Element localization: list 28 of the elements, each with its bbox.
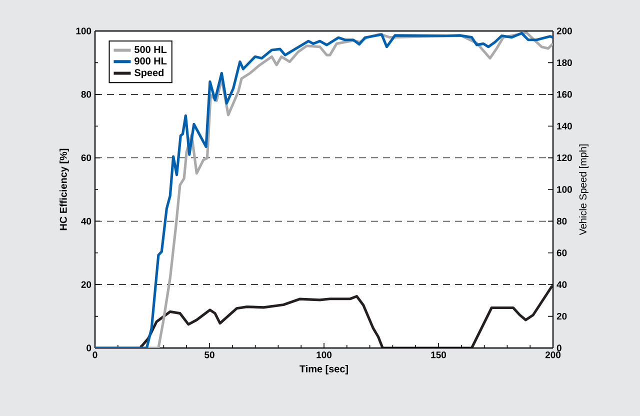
y-tick-label: 80 bbox=[81, 91, 92, 98]
y2-tick-label: 160 bbox=[557, 91, 572, 98]
x-tick-label: 200 bbox=[545, 352, 561, 358]
x-tick-label: 50 bbox=[204, 352, 214, 358]
legend-label: Speed bbox=[134, 68, 164, 78]
y2-tick-label: 0 bbox=[556, 344, 562, 352]
x-tick-label: 100 bbox=[316, 352, 332, 358]
x-tick-label: 0 bbox=[92, 352, 98, 358]
y2-tick-label: 180 bbox=[557, 59, 572, 66]
y2-axis-title: Vehicle Speed [mph] bbox=[579, 144, 588, 236]
legend-label: 900 HL bbox=[134, 57, 167, 64]
y-tick-label: 20 bbox=[81, 281, 92, 288]
y-tick-label: 0 bbox=[86, 344, 92, 352]
y2-tick-label: 100 bbox=[557, 186, 572, 193]
y2-tick-label: 80 bbox=[556, 218, 567, 225]
x-tick-label: 150 bbox=[431, 352, 446, 358]
x-axis-title: Time [sec] bbox=[300, 365, 348, 374]
y-tick-label: 100 bbox=[76, 28, 92, 34]
legend-label: 500 HL bbox=[134, 46, 167, 54]
y-axis-title: HC Efficiency [%] bbox=[60, 148, 69, 230]
y2-tick-label: 140 bbox=[557, 122, 572, 130]
y2-tick-label: 200 bbox=[556, 28, 572, 34]
y-tick-label: 60 bbox=[81, 154, 92, 162]
y2-tick-label: 40 bbox=[556, 281, 567, 288]
y2-tick-label: 60 bbox=[556, 250, 567, 256]
y2-tick-label: 20 bbox=[556, 312, 567, 320]
y2-tick-label: 120 bbox=[557, 154, 572, 162]
y-tick-label: 40 bbox=[81, 218, 92, 225]
